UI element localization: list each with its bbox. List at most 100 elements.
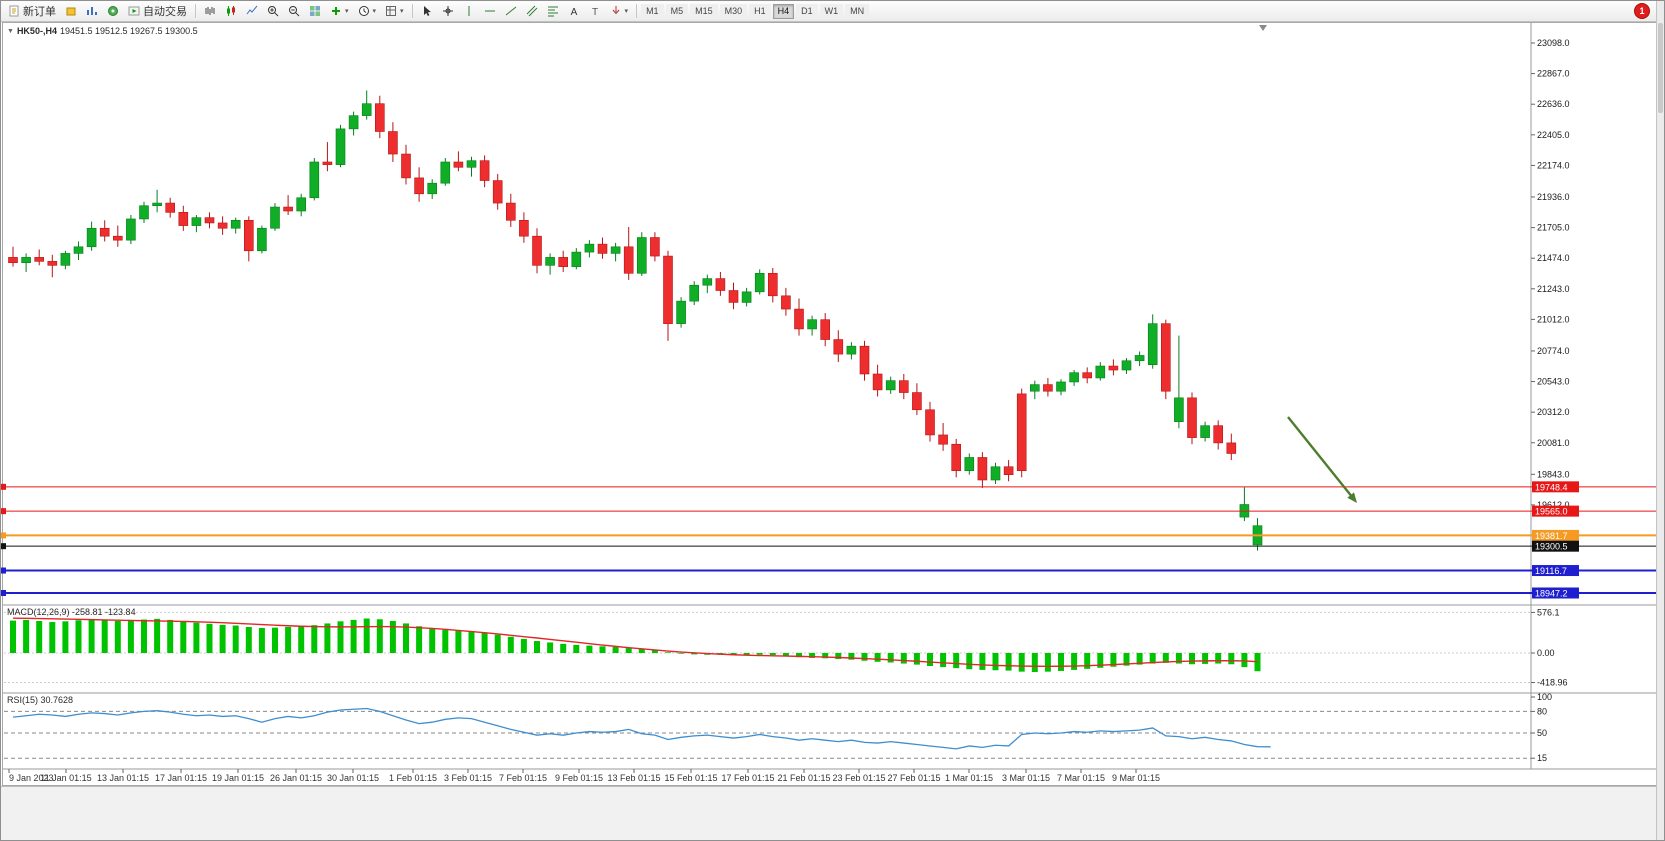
level-left-anchor xyxy=(1,483,6,490)
cursor-button[interactable] xyxy=(417,2,437,20)
svg-text:11 Jan 01:15: 11 Jan 01:15 xyxy=(40,773,91,783)
channel-button[interactable] xyxy=(522,2,542,20)
scrollbar-thumb[interactable] xyxy=(1658,23,1663,113)
candle-body xyxy=(689,284,700,302)
zoom-out-button[interactable] xyxy=(284,2,304,20)
price-tag xyxy=(1532,505,1579,517)
candle-body xyxy=(951,443,962,472)
candle-body xyxy=(1095,365,1106,379)
trendline-button[interactable] xyxy=(501,2,521,20)
timeframe-button-m1[interactable]: M1 xyxy=(641,3,664,19)
crosshair-button[interactable] xyxy=(438,2,458,20)
timeframe-button-h1[interactable]: H1 xyxy=(749,3,771,19)
arrows-tool-button[interactable]: ▾ xyxy=(606,2,633,20)
candle-body xyxy=(126,218,136,241)
timeframe-group: M1 M5 M15 M30 H1 H4 D1 W1 MN xyxy=(641,3,870,19)
chart-background[interactable] xyxy=(2,22,1658,786)
horizontal-line-button[interactable] xyxy=(480,2,500,20)
periods-button[interactable]: ▾ xyxy=(354,2,381,20)
candlestick-icon xyxy=(227,6,235,16)
timeframe-button-h4[interactable]: H4 xyxy=(772,3,795,19)
candle-body xyxy=(1003,466,1014,475)
candle-body xyxy=(964,457,975,472)
rsi-indicator-label: RSI(15) 30.7628 xyxy=(7,695,74,705)
macd-axis: 576.1 0.00 -418.96 xyxy=(4,607,1568,688)
vertical-line-button[interactable] xyxy=(459,2,479,20)
svg-text:20543.0: 20543.0 xyxy=(1537,377,1570,387)
data-window-button[interactable] xyxy=(82,2,102,20)
chart-line-button[interactable] xyxy=(242,2,262,20)
timeframe-button-m30[interactable]: M30 xyxy=(719,3,748,19)
candle-body xyxy=(191,217,202,226)
timeframe-button-d1[interactable]: D1 xyxy=(796,3,818,19)
candle-body xyxy=(1082,372,1092,379)
svg-text:15 Feb 01:15: 15 Feb 01:15 xyxy=(664,773,717,783)
candle-body xyxy=(728,290,739,303)
candle-body xyxy=(925,409,935,436)
candle-body xyxy=(767,272,778,297)
one-click-toggle-icon[interactable]: ▼ xyxy=(7,27,14,35)
chevron-down-icon: ▾ xyxy=(372,7,377,15)
candle-body xyxy=(532,235,542,266)
zoom-out-icon xyxy=(289,6,300,17)
cursor-icon xyxy=(423,6,431,16)
svg-text:3 Mar 01:15: 3 Mar 01:15 xyxy=(1002,773,1050,783)
zoom-in-icon xyxy=(268,6,279,17)
toolbar-separator xyxy=(195,4,196,18)
auto-trading-label: 自动交易 xyxy=(143,6,187,18)
svg-text:-418.96: -418.96 xyxy=(1537,678,1568,688)
price-tag xyxy=(1532,529,1579,541)
text-tool-button[interactable]: A xyxy=(564,2,584,20)
timeframe-button-mn[interactable]: MN xyxy=(845,3,870,19)
notification-badge[interactable]: 1 xyxy=(1634,3,1650,19)
candle-body xyxy=(1161,323,1171,392)
zoom-in-button[interactable] xyxy=(263,2,283,20)
svg-text:50: 50 xyxy=(1537,728,1547,738)
arrow-tool-icon xyxy=(612,6,619,15)
vertical-scrollbar[interactable] xyxy=(1656,1,1664,840)
svg-text:576.1: 576.1 xyxy=(1537,607,1560,617)
data-window-icon xyxy=(87,7,97,15)
timeframe-button-m15[interactable]: M15 xyxy=(690,3,718,19)
svg-text:19116.7: 19116.7 xyxy=(1535,566,1567,576)
candle-body xyxy=(322,161,333,165)
trend-arrow[interactable] xyxy=(1287,416,1357,503)
svg-text:13 Feb 01:15: 13 Feb 01:15 xyxy=(607,773,660,783)
level-left-anchor xyxy=(1,508,6,515)
candle-body xyxy=(21,257,31,263)
svg-text:19 Jan 01:15: 19 Jan 01:15 xyxy=(212,773,264,783)
tile-windows-button[interactable] xyxy=(305,2,325,20)
templates-button[interactable]: ▾ xyxy=(381,2,408,20)
candle-body xyxy=(898,380,909,393)
fibonacci-button[interactable] xyxy=(543,2,563,20)
candle-body xyxy=(1187,397,1197,438)
candle-body xyxy=(741,291,752,303)
market-watch-button[interactable] xyxy=(61,2,81,20)
chart-bars-button[interactable] xyxy=(200,2,220,20)
candle-body xyxy=(348,115,359,130)
navigator-button[interactable] xyxy=(103,2,123,20)
candle-body xyxy=(296,197,307,212)
auto-trading-button[interactable]: 自动交易 xyxy=(124,2,191,20)
svg-text:19748.4: 19748.4 xyxy=(1535,482,1568,492)
chart-candles-button[interactable] xyxy=(221,2,241,20)
candle-body xyxy=(244,219,254,252)
toolbar-separator xyxy=(411,4,413,18)
svg-text:20774.0: 20774.0 xyxy=(1537,346,1570,356)
chevron-down-icon: ▾ xyxy=(400,7,404,15)
timeframe-button-w1[interactable]: W1 xyxy=(819,3,844,19)
timeframe-button-m5[interactable]: M5 xyxy=(665,3,689,19)
candle-body xyxy=(309,161,320,199)
svg-text:21705.0: 21705.0 xyxy=(1537,223,1570,233)
candle-body xyxy=(257,227,267,252)
label-tool-button[interactable]: T xyxy=(585,2,605,20)
indicators-button[interactable]: ▾ xyxy=(326,2,353,20)
price-tag xyxy=(1532,481,1579,493)
clock-icon xyxy=(358,6,369,16)
bottom-panel xyxy=(1,786,1657,840)
new-order-button[interactable]: 新订单 xyxy=(4,2,60,20)
candle-body xyxy=(361,103,372,116)
vertical-line-icon xyxy=(468,6,470,16)
svg-text:7 Mar 01:15: 7 Mar 01:15 xyxy=(1057,773,1105,783)
